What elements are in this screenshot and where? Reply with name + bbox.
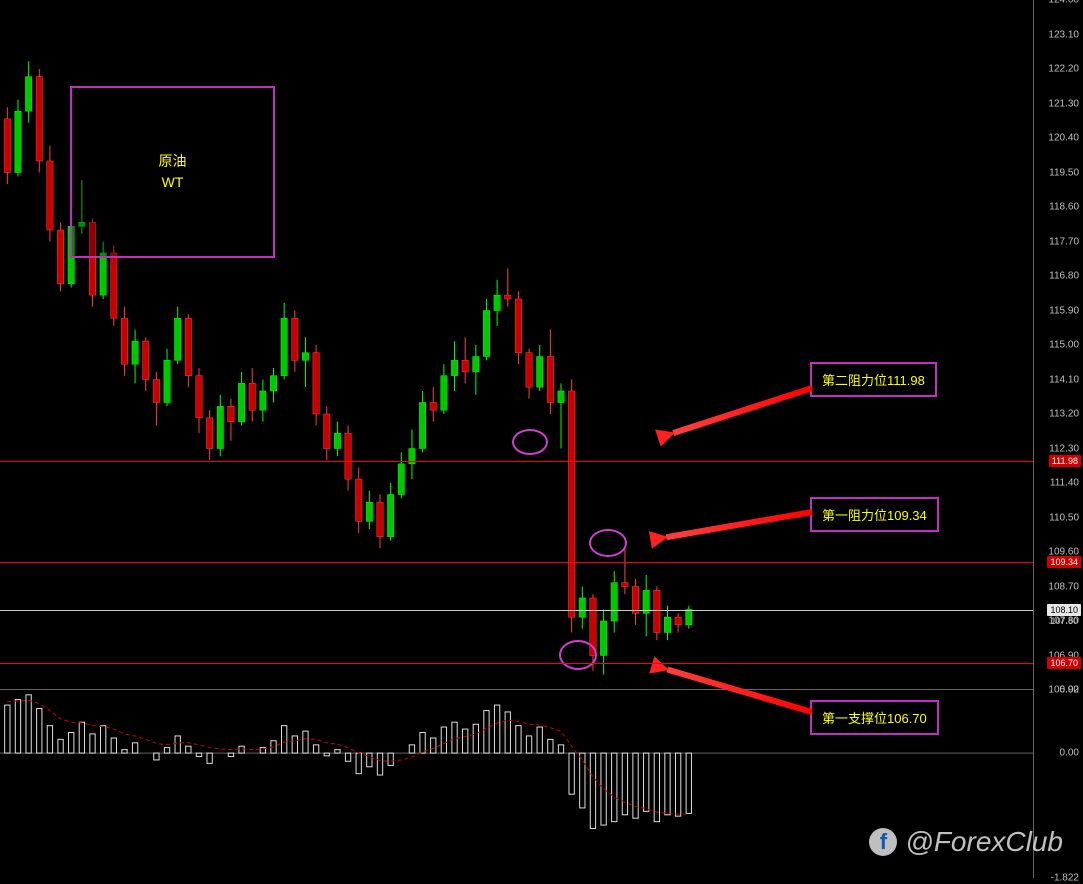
y-tick-label: 108.70 [1048,581,1079,592]
y-tick-label: 120.40 [1048,133,1079,144]
y-tick-label: 118.60 [1049,202,1079,213]
price-badge: 108.10 [1047,604,1081,616]
y-tick-label: 110.50 [1049,512,1079,523]
y-axis: 124.00 123.10 122.20 121.30 120.40 119.50 118.… [1033,0,1083,878]
y-tick-label: 124.00 [1048,0,1079,6]
y-tick-label: 112.30 [1049,443,1079,454]
facebook-icon: f [869,828,897,856]
price-badge: 106.70 [1047,657,1081,669]
y-tick-label: 123.10 [1048,29,1079,40]
annotation-box-r2: 第二阻力位111.98 [810,362,937,397]
highlight-ellipse [559,640,597,670]
annotation-box-r1: 第一阻力位109.34 [810,497,939,532]
indicator-y-tick: 0.92 [1060,685,1079,696]
highlight-ellipse [589,529,627,557]
indicator-y-tick: 0.00 [1060,748,1079,759]
instrument-title-box: 原油 WT [70,86,275,258]
y-tick-label: 113.20 [1049,409,1079,420]
y-tick-label: 115.00 [1049,340,1079,351]
horizontal-level-line [0,461,1033,462]
highlight-ellipse [512,429,548,455]
y-tick-label: 115.90 [1049,305,1079,316]
y-tick-label: 111.40 [1050,478,1079,489]
y-tick-label: 122.20 [1048,64,1079,75]
price-badge: 107.80 [1047,615,1081,627]
y-tick-label: 119.50 [1049,167,1079,178]
title-line-1: 原油 [159,151,187,172]
horizontal-level-line [0,562,1033,563]
indicator-y-tick: -1.822 [1051,873,1079,884]
y-tick-label: 117.70 [1049,236,1079,247]
watermark: f @ForexClub [869,826,1063,858]
horizontal-level-line [0,610,1033,611]
horizontal-level-line [0,663,1033,664]
y-tick-label: 116.80 [1049,271,1079,282]
watermark-handle: @ForexClub [905,826,1063,858]
price-badge: 109.34 [1047,556,1081,568]
y-tick-label: 114.10 [1049,374,1079,385]
price-badge: 111.98 [1049,455,1081,467]
annotation-box-s1: 第一支撑位106.70 [810,700,939,735]
y-tick-label: 121.30 [1048,98,1079,109]
title-line-2: WT [162,172,184,193]
